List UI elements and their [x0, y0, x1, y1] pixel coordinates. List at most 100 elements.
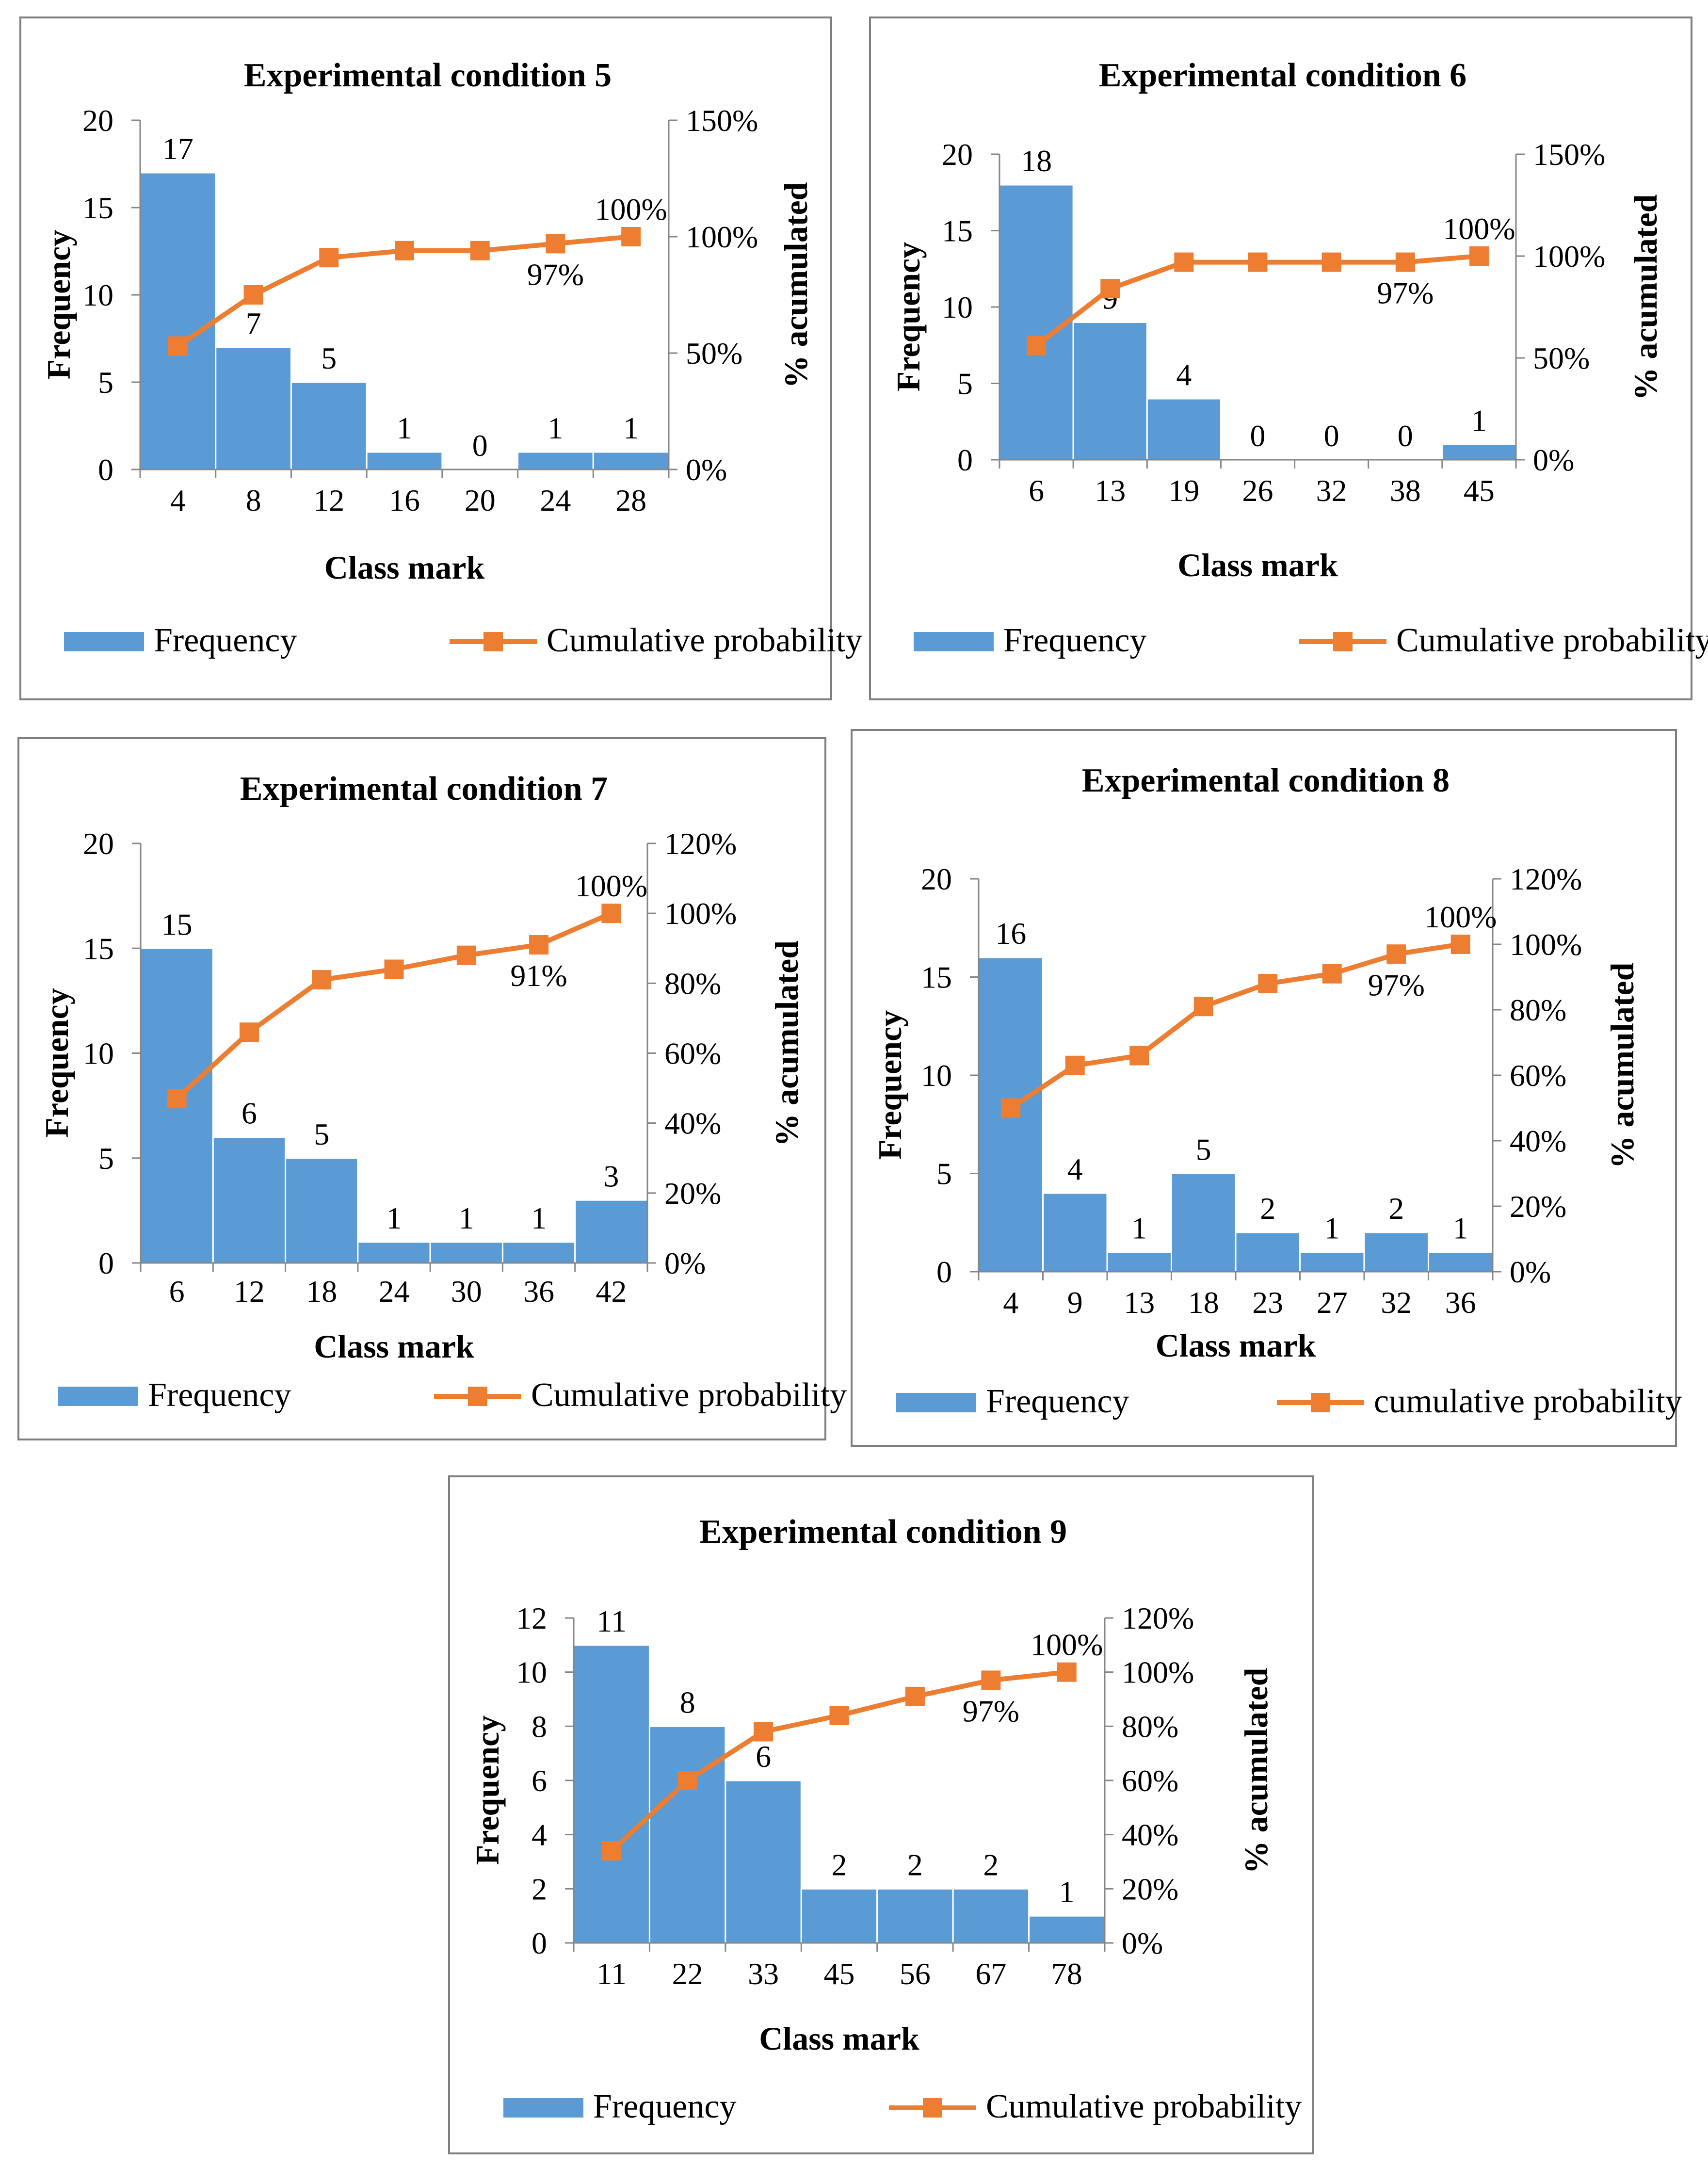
y-tick-label: 4 — [532, 1818, 547, 1852]
bar-data-label: 17 — [162, 131, 193, 166]
bar-data-label: 1 — [1324, 1211, 1340, 1245]
y-tick-label: 10 — [516, 1655, 547, 1690]
cumulative-marker — [1258, 974, 1278, 993]
cumulative-marker — [529, 935, 549, 955]
y2-tick-label: 100% — [664, 896, 737, 931]
cumulative-marker — [319, 248, 339, 268]
y2-tick-label: 100% — [1122, 1655, 1194, 1690]
x-tick-label: 12 — [313, 483, 344, 517]
x-axis-title: Class mark — [324, 549, 485, 586]
y2-tick-label: 150% — [1533, 137, 1605, 172]
cumulative-marker — [1065, 1055, 1085, 1075]
cumulative-marker — [1322, 964, 1342, 984]
x-tick-label: 26 — [1242, 473, 1273, 508]
chart-svg-condition-5: Experimental condition 5051015200%50%100… — [40, 57, 862, 659]
y2-tick-label: 100% — [686, 220, 758, 254]
cumulative-marker — [168, 336, 188, 356]
bar-data-label: 7 — [246, 306, 261, 340]
y-axis-title: Frequency — [38, 988, 75, 1138]
bar-data-label: 2 — [983, 1847, 999, 1882]
cumulative-point-label: 97% — [1368, 968, 1425, 1002]
y2-tick-label: 0% — [686, 453, 727, 487]
legend-cumulative-label: Cumulative probability — [986, 2088, 1302, 2125]
x-tick-label: 11 — [596, 1957, 627, 1991]
y-tick-label: 0 — [98, 1246, 114, 1280]
chart-svg-condition-7: Experimental condition 7051015200%20%40%… — [38, 770, 847, 1414]
cumulative-marker — [312, 970, 332, 990]
cumulative-marker — [239, 1022, 259, 1042]
y-tick-label: 0 — [936, 1255, 952, 1289]
y2-tick-label: 80% — [1510, 993, 1566, 1027]
cumulative-marker — [1001, 1098, 1021, 1118]
frequency-bar — [952, 1888, 1030, 1944]
frequency-bar — [592, 451, 670, 470]
cumulative-point-label: 97% — [527, 257, 584, 291]
bar-data-label: 1 — [397, 411, 412, 445]
legend-cumulative-marker — [483, 632, 503, 651]
y2-tick-label: 80% — [1122, 1709, 1178, 1744]
y-tick-label: 5 — [98, 365, 113, 400]
chart-title: Experimental condition 7 — [240, 770, 608, 808]
x-tick-label: 56 — [900, 1957, 931, 1991]
x-tick-label: 38 — [1390, 473, 1421, 508]
frequency-bar — [800, 1888, 878, 1944]
y2-axis-title: % acumulated — [777, 182, 814, 388]
cumulative-marker — [1100, 279, 1120, 299]
y-tick-label: 10 — [82, 278, 113, 312]
cumulative-marker — [384, 959, 404, 979]
cumulative-marker — [1193, 997, 1213, 1017]
y-tick-label: 20 — [942, 137, 973, 172]
y2-tick-label: 0% — [1533, 443, 1574, 477]
frequency-bar — [999, 184, 1074, 461]
cumulative-point-label: 100% — [595, 192, 667, 226]
bar-data-label: 1 — [459, 1201, 474, 1235]
y2-tick-label: 0% — [664, 1246, 706, 1280]
y-tick-label: 10 — [921, 1058, 952, 1093]
frequency-bar — [876, 1888, 954, 1944]
y2-tick-label: 0% — [1510, 1255, 1551, 1289]
x-tick-label: 4 — [1003, 1285, 1018, 1320]
frequency-bar — [1106, 1251, 1172, 1273]
bar-data-label: 3 — [603, 1159, 619, 1193]
x-tick-label: 12 — [234, 1274, 265, 1309]
x-tick-label: 45 — [1464, 473, 1495, 508]
cumulative-marker — [1395, 252, 1415, 272]
cumulative-marker — [1057, 1662, 1077, 1682]
x-tick-label: 16 — [389, 483, 420, 517]
bar-data-label: 8 — [680, 1685, 695, 1719]
y-axis-title: Frequency — [40, 230, 77, 380]
y2-tick-label: 40% — [664, 1106, 721, 1141]
x-tick-label: 30 — [451, 1274, 482, 1309]
y-tick-label: 15 — [83, 931, 114, 966]
x-tick-label: 42 — [596, 1274, 627, 1309]
y2-tick-label: 20% — [664, 1176, 721, 1211]
frequency-bar — [501, 1241, 576, 1264]
frequency-bar — [1072, 322, 1148, 461]
x-tick-label: 36 — [523, 1274, 554, 1309]
frequency-bar — [573, 1644, 650, 1944]
chart-panel-condition-6: Experimental condition 6 0 5 10 15 20 0% 50% 100… — [869, 16, 1708, 700]
x-tick-label: 24 — [540, 483, 571, 517]
y-axis-title: Frequency — [469, 1715, 506, 1865]
bar-data-label: 5 — [321, 341, 337, 375]
chart-svg-condition-6: Experimental condition 6051015200%50%100… — [890, 57, 1708, 659]
bar-data-label: 6 — [756, 1739, 771, 1774]
chart-panel-condition-9: Experimental condition 9 0 2 4 6 8 10 12 0% 20% 40… — [448, 1475, 1314, 2154]
legend-frequency-label: Frequency — [1003, 622, 1146, 659]
cumulative-marker — [1469, 246, 1489, 266]
frequency-bar — [648, 1725, 726, 1944]
legend-cumulative-label: Cumulative probability — [1396, 622, 1708, 659]
cumulative-marker — [243, 285, 263, 305]
y-tick-label: 20 — [83, 826, 114, 861]
x-axis-title: Class mark — [314, 1328, 474, 1365]
legend-cumulative-marker — [1333, 632, 1353, 651]
legend-frequency-swatch — [58, 1387, 138, 1406]
legend-frequency-label: Frequency — [986, 1383, 1129, 1420]
legend-frequency-label: Frequency — [593, 2088, 736, 2125]
frequency-bar — [1028, 1915, 1106, 1944]
frequency-bar — [285, 1157, 359, 1264]
y2-tick-label: 40% — [1510, 1124, 1566, 1158]
cumulative-marker — [546, 234, 565, 254]
x-tick-label: 18 — [1188, 1285, 1219, 1320]
y2-axis-title: % acumulated — [768, 940, 805, 1147]
